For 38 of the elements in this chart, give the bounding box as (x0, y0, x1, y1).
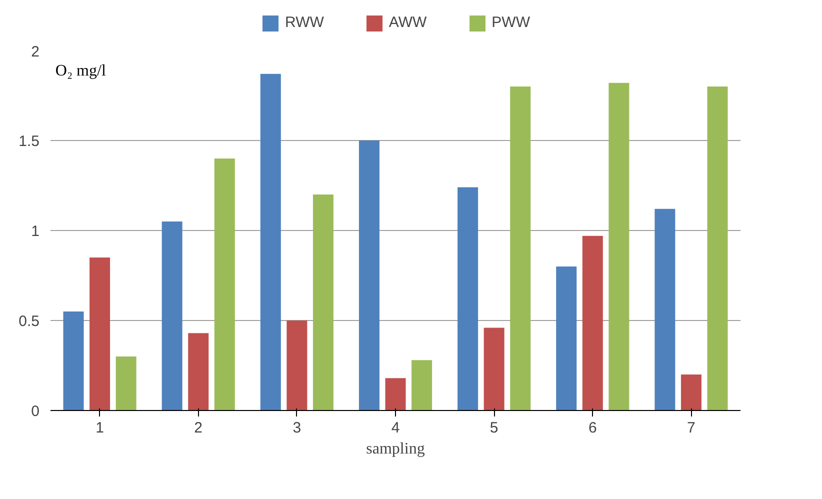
x-tick-label: 7 (687, 420, 696, 436)
bar (680, 374, 702, 410)
x-tick-label: 2 (194, 420, 203, 436)
y-tick-label: 1 (31, 223, 40, 240)
x-tick-label: 5 (490, 420, 498, 436)
x-tick-label: 1 (96, 420, 104, 436)
y-tick-label: 1.5 (18, 133, 40, 150)
bar (312, 194, 334, 410)
x-tick-label: 6 (588, 420, 597, 436)
x-tick-label: 4 (391, 420, 400, 436)
bar (707, 86, 728, 410)
y-axis-title: O₂ mg/l (55, 62, 106, 80)
bar (90, 258, 110, 410)
bar (458, 187, 478, 410)
legend-label: PWW (492, 14, 530, 31)
y-tick-label: 0.5 (18, 313, 40, 330)
y-tick-label: 0 (31, 403, 40, 420)
bar (654, 208, 676, 410)
legend-label: AWW (388, 14, 427, 31)
legend-label: RWW (285, 14, 324, 31)
bar (260, 74, 281, 410)
bar (582, 236, 603, 410)
bar (608, 82, 630, 410)
bar (286, 320, 308, 410)
bar (63, 312, 84, 410)
y-tick-label: 2 (31, 44, 40, 60)
x-axis-title: sampling (366, 440, 425, 458)
bar (358, 140, 380, 410)
bar (116, 356, 136, 410)
bar (556, 266, 577, 410)
bar (412, 360, 432, 410)
bar (385, 378, 406, 410)
bar (188, 333, 209, 410)
x-tick-label: 3 (292, 420, 302, 436)
bar (510, 86, 531, 410)
bar (214, 158, 235, 410)
bar (484, 328, 504, 410)
bar (162, 222, 182, 410)
